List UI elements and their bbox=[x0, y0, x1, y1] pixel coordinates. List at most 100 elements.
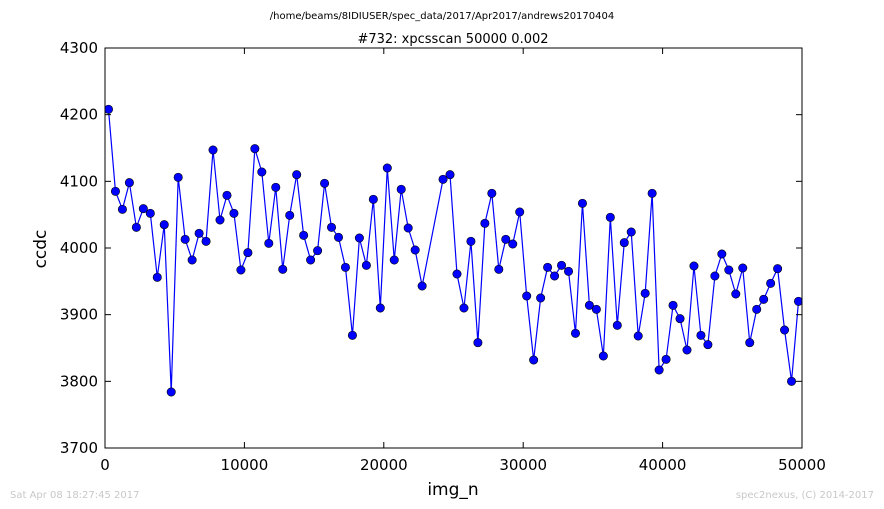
footer-timestamp: Sat Apr 08 18:27:45 2017 bbox=[10, 490, 140, 501]
data-point bbox=[375, 303, 385, 313]
data-point bbox=[536, 293, 546, 303]
data-point bbox=[354, 233, 364, 243]
data-point bbox=[159, 220, 169, 230]
data-point bbox=[773, 264, 783, 274]
data-point bbox=[724, 265, 734, 275]
plot-area bbox=[105, 48, 802, 448]
data-point bbox=[515, 207, 525, 217]
data-point bbox=[494, 264, 504, 274]
data-point bbox=[117, 204, 127, 214]
data-point bbox=[529, 355, 539, 365]
data-point bbox=[124, 178, 134, 188]
data-point bbox=[780, 325, 790, 335]
data-point bbox=[382, 163, 392, 173]
data-point bbox=[201, 236, 211, 246]
data-point bbox=[591, 304, 601, 314]
data-point bbox=[403, 223, 413, 233]
data-point bbox=[745, 338, 755, 348]
data-point bbox=[389, 255, 399, 265]
data-point bbox=[752, 304, 762, 314]
data-point bbox=[626, 227, 636, 237]
data-point bbox=[612, 320, 622, 330]
data-point bbox=[452, 269, 462, 279]
data-point bbox=[180, 234, 190, 244]
data-point bbox=[466, 236, 476, 246]
y-tick-label: 3700 bbox=[60, 439, 98, 457]
data-point bbox=[654, 365, 664, 375]
data-point bbox=[598, 351, 608, 361]
x-tick-label: 40000 bbox=[639, 456, 687, 474]
data-point bbox=[417, 281, 427, 291]
data-point bbox=[264, 238, 274, 248]
data-point bbox=[340, 262, 350, 272]
data-point bbox=[236, 265, 246, 275]
x-axis-label: img_n bbox=[427, 480, 478, 500]
y-tick-label: 4000 bbox=[60, 239, 98, 257]
data-point bbox=[759, 294, 769, 304]
data-point bbox=[647, 188, 657, 198]
data-point bbox=[306, 255, 316, 265]
data-point bbox=[459, 303, 469, 313]
y-tick-label: 3900 bbox=[60, 306, 98, 324]
data-point bbox=[222, 190, 232, 200]
data-point bbox=[166, 387, 176, 397]
data-point bbox=[278, 264, 288, 274]
data-point bbox=[675, 314, 685, 324]
data-point bbox=[577, 198, 587, 208]
data-point bbox=[550, 271, 560, 281]
data-point bbox=[187, 255, 197, 265]
data-point bbox=[605, 212, 615, 222]
x-tick-label: 30000 bbox=[499, 456, 547, 474]
data-point bbox=[320, 178, 330, 188]
data-point bbox=[347, 330, 357, 340]
data-point bbox=[661, 354, 671, 364]
data-layer bbox=[105, 104, 802, 397]
data-point bbox=[250, 144, 260, 154]
data-point bbox=[243, 248, 253, 258]
data-point bbox=[564, 266, 574, 276]
data-point bbox=[299, 230, 309, 240]
data-point bbox=[633, 331, 643, 341]
data-point bbox=[480, 218, 490, 228]
data-point bbox=[710, 271, 720, 281]
data-point bbox=[313, 246, 323, 256]
tick-labels: 0 10000 20000 30000 40000 50000 3700 3800 3900 40… bbox=[60, 39, 826, 474]
data-point bbox=[682, 345, 692, 355]
plot-frame bbox=[104, 47, 803, 449]
data-point bbox=[105, 104, 113, 114]
data-point bbox=[473, 338, 483, 348]
x-tick-label: 10000 bbox=[221, 456, 269, 474]
data-point bbox=[557, 260, 567, 270]
data-point bbox=[438, 174, 448, 184]
data-point bbox=[292, 170, 302, 180]
data-point bbox=[640, 288, 650, 298]
data-point bbox=[570, 328, 580, 338]
x-tick-label: 0 bbox=[100, 456, 110, 474]
data-point bbox=[696, 330, 706, 340]
data-point bbox=[194, 228, 204, 238]
data-point bbox=[717, 249, 727, 259]
data-point bbox=[787, 376, 797, 386]
data-point bbox=[208, 145, 218, 155]
x-tick-label: 50000 bbox=[778, 456, 826, 474]
y-axis-label: ccdc bbox=[31, 230, 51, 269]
data-point bbox=[145, 208, 155, 218]
data-point bbox=[215, 215, 225, 225]
data-point bbox=[522, 291, 532, 301]
data-point bbox=[333, 232, 343, 242]
data-point bbox=[487, 188, 497, 198]
data-point bbox=[731, 289, 741, 299]
data-point bbox=[445, 170, 455, 180]
data-point bbox=[703, 340, 713, 350]
data-point bbox=[543, 262, 553, 272]
data-point bbox=[361, 260, 371, 270]
data-point bbox=[501, 234, 511, 244]
data-file-path: /home/beams/8IDIUSER/spec_data/2017/Apr2… bbox=[270, 11, 614, 22]
y-tick-label: 4200 bbox=[60, 106, 98, 124]
data-point bbox=[271, 182, 281, 192]
data-point bbox=[110, 186, 120, 196]
data-point bbox=[285, 210, 295, 220]
data-point bbox=[584, 300, 594, 310]
data-point bbox=[689, 261, 699, 271]
data-point bbox=[327, 222, 337, 232]
